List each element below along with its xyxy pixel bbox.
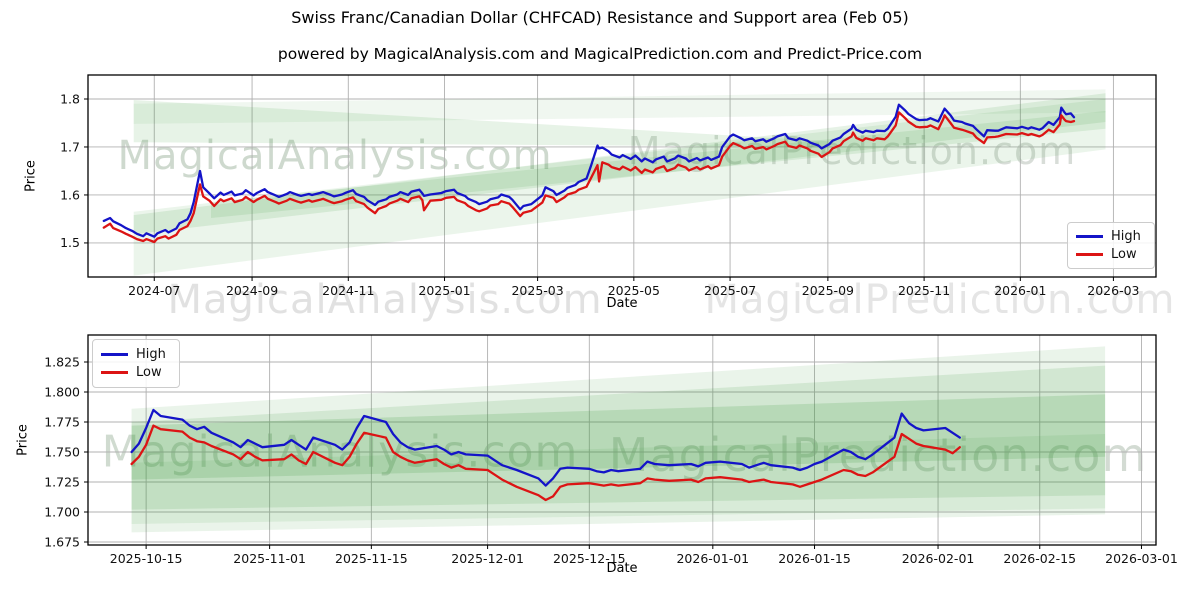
svg-text:2025-11-15: 2025-11-15 — [335, 551, 408, 566]
svg-text:1.775: 1.775 — [44, 414, 80, 429]
legend-item-low: Low — [101, 364, 169, 383]
svg-text:2026-02-01: 2026-02-01 — [902, 551, 975, 566]
svg-text:1.750: 1.750 — [44, 444, 80, 459]
svg-text:1.7: 1.7 — [60, 139, 80, 154]
legend-label: High — [1111, 229, 1141, 245]
svg-text:1.675: 1.675 — [44, 534, 80, 549]
svg-text:2026-01: 2026-01 — [994, 283, 1046, 298]
legend-label: Low — [136, 365, 162, 381]
svg-text:2026-02-15: 2026-02-15 — [1003, 551, 1076, 566]
svg-text:2025-12-15: 2025-12-15 — [553, 551, 626, 566]
svg-text:2024-09: 2024-09 — [226, 283, 278, 298]
svg-text:2026-03: 2026-03 — [1087, 283, 1139, 298]
svg-text:2025-07: 2025-07 — [704, 283, 756, 298]
svg-text:1.800: 1.800 — [44, 384, 80, 399]
svg-text:1.8: 1.8 — [60, 91, 80, 106]
svg-text:1.5: 1.5 — [60, 235, 80, 250]
bottom-chart-xlabel: Date — [606, 561, 638, 576]
legend-label: High — [136, 346, 166, 362]
legend-item-high: High — [1076, 228, 1144, 246]
svg-text:1.725: 1.725 — [44, 474, 80, 489]
svg-text:2025-10-15: 2025-10-15 — [110, 551, 183, 566]
svg-text:2026-01-01: 2026-01-01 — [676, 551, 749, 566]
svg-text:2025-11: 2025-11 — [898, 283, 950, 298]
svg-text:2026-03-01: 2026-03-01 — [1105, 551, 1178, 566]
svg-text:1.700: 1.700 — [44, 504, 80, 519]
chart-subtitle: powered by MagicalAnalysis.com and Magic… — [277, 45, 923, 63]
svg-text:2024-07: 2024-07 — [128, 283, 180, 298]
bottom-chart-ylabel: Price — [15, 424, 31, 456]
svg-text:2024-11: 2024-11 — [322, 283, 374, 298]
top-chart-xlabel: Date — [606, 296, 638, 311]
svg-text:2025-03: 2025-03 — [511, 283, 563, 298]
legend-item-high: High — [101, 345, 169, 364]
top-chart-ylabel: Price — [23, 160, 39, 192]
legend-bottom-chart: High Low — [92, 339, 180, 388]
svg-text:1.6: 1.6 — [60, 187, 80, 202]
svg-text:2025-01: 2025-01 — [418, 283, 470, 298]
high-line-swatch-icon — [1076, 235, 1103, 239]
legend-top-chart: High Low — [1067, 222, 1155, 269]
legend-item-low: Low — [1076, 246, 1144, 264]
legend-label: Low — [1111, 246, 1137, 262]
low-line-swatch-icon — [1076, 252, 1103, 256]
svg-text:2026-01-15: 2026-01-15 — [778, 551, 851, 566]
svg-text:2025-09: 2025-09 — [802, 283, 854, 298]
svg-text:2025-12-01: 2025-12-01 — [451, 551, 524, 566]
high-line-swatch-icon — [101, 352, 128, 356]
svg-text:2025-05: 2025-05 — [608, 283, 660, 298]
chart-title: Swiss Franc/Canadian Dollar (CHFCAD) Res… — [291, 8, 909, 27]
low-line-swatch-icon — [101, 371, 128, 375]
svg-text:1.825: 1.825 — [44, 354, 80, 369]
svg-text:2025-11-01: 2025-11-01 — [233, 551, 306, 566]
